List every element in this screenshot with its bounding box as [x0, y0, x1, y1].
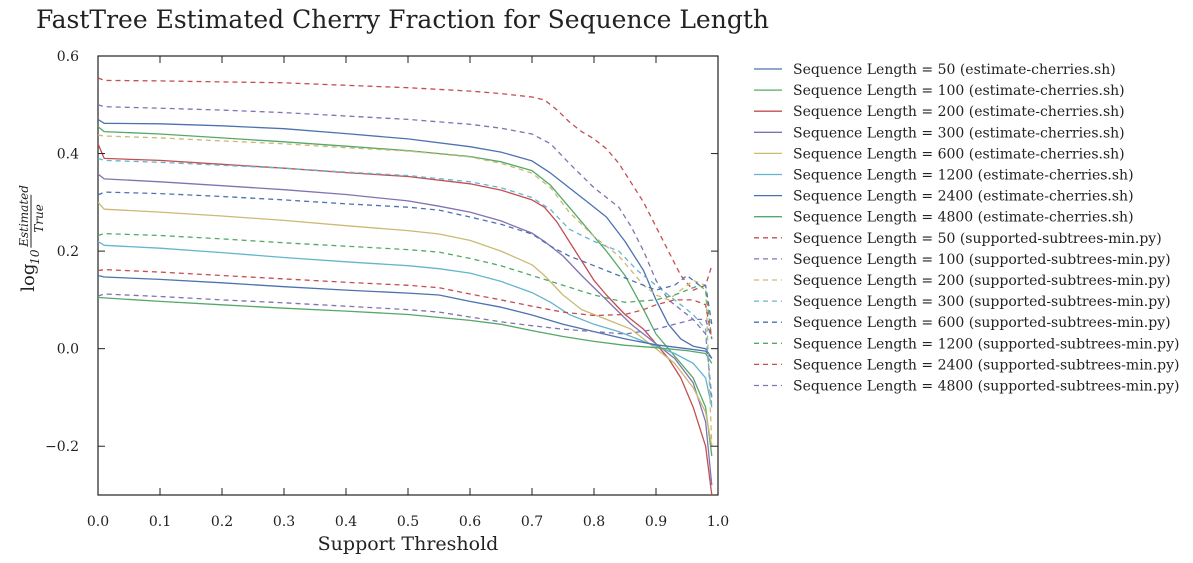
series-line-3 [98, 143, 713, 495]
series-line-9 [98, 77, 713, 291]
series-line-6 [98, 240, 713, 408]
x-tick-label: 0.3 [273, 514, 295, 530]
x-tick-label: 1.0 [707, 514, 729, 530]
legend-label-15: Sequence Length = 2400 (supported-subtre… [793, 357, 1179, 373]
x-axis: 0.0 0.1 0.2 0.3 0.4 0.5 0.6 0.7 0.8 0.9 1.0 [87, 56, 729, 530]
y-tick-label: −0.2 [45, 439, 79, 455]
y-tick-label: 0.6 [57, 49, 79, 65]
legend: Sequence Length = 50 (estimate-cherries.… [754, 62, 1179, 395]
legend-label-3: Sequence Length = 200 (estimate-cherries… [793, 104, 1125, 120]
legend-label-5: Sequence Length = 600 (estimate-cherries… [793, 146, 1125, 162]
x-tick-label: 0.2 [211, 514, 233, 530]
y-tick-label: 0.4 [57, 147, 79, 163]
x-tick-label: 0.5 [397, 514, 419, 530]
x-tick-label: 0.4 [335, 514, 357, 530]
series-line-15 [98, 268, 713, 340]
legend-label-8: Sequence Length = 4800 (estimate-cherrie… [793, 210, 1134, 226]
y-tick-label: 0.2 [57, 244, 79, 260]
series-line-10 [98, 104, 713, 398]
series-line-14 [98, 232, 713, 339]
legend-label-6: Sequence Length = 1200 (estimate-cherrie… [793, 168, 1134, 184]
y-axis-label-numerator: Estimated [17, 185, 31, 248]
legend-label-9: Sequence Length = 50 (supported-subtrees… [793, 231, 1162, 247]
series-line-13 [98, 191, 713, 325]
series-line-16 [98, 293, 713, 340]
series-line-5 [98, 201, 713, 447]
legend-label-11: Sequence Length = 200 (supported-subtree… [793, 273, 1171, 289]
y-tick-label: 0.0 [57, 342, 79, 358]
chart-title: FastTree Estimated Cherry Fraction for S… [36, 5, 769, 34]
y-axis-label-base: 10 [28, 249, 42, 265]
legend-label-2: Sequence Length = 100 (estimate-cherries… [793, 83, 1125, 99]
series-line-12 [98, 157, 713, 408]
legend-label-16: Sequence Length = 4800 (supported-subtre… [793, 379, 1179, 395]
legend-label-13: Sequence Length = 600 (supported-subtree… [793, 315, 1171, 331]
series-line-7 [98, 274, 713, 359]
legend-label-1: Sequence Length = 50 (estimate-cherries.… [793, 62, 1116, 78]
series-layer [98, 77, 713, 495]
x-tick-label: 0.6 [459, 514, 481, 530]
series-line-2 [98, 126, 713, 457]
series-line-4 [98, 173, 713, 486]
legend-label-12: Sequence Length = 300 (supported-subtree… [793, 294, 1171, 310]
x-tick-label: 0.0 [87, 514, 109, 530]
x-tick-label: 0.1 [149, 514, 171, 530]
legend-label-10: Sequence Length = 100 (supported-subtree… [793, 252, 1171, 268]
y-axis-label-log: log [18, 264, 39, 292]
series-line-11 [98, 134, 713, 447]
x-axis-label: Support Threshold [318, 533, 499, 555]
x-tick-label: 0.9 [645, 514, 667, 530]
x-tick-label: 0.8 [583, 514, 605, 530]
y-axis: −0.2 0.0 0.2 0.4 0.6 [45, 49, 718, 455]
legend-label-14: Sequence Length = 1200 (supported-subtre… [793, 336, 1179, 352]
legend-label-4: Sequence Length = 300 (estimate-cherries… [793, 125, 1125, 141]
series-line-1 [98, 118, 713, 359]
y-axis-label: log 10 Estimated True [17, 185, 46, 292]
series-line-8 [98, 296, 713, 364]
legend-label-7: Sequence Length = 2400 (estimate-cherrie… [793, 189, 1134, 205]
x-tick-label: 0.7 [521, 514, 543, 530]
y-axis-label-denominator: True [32, 204, 46, 233]
